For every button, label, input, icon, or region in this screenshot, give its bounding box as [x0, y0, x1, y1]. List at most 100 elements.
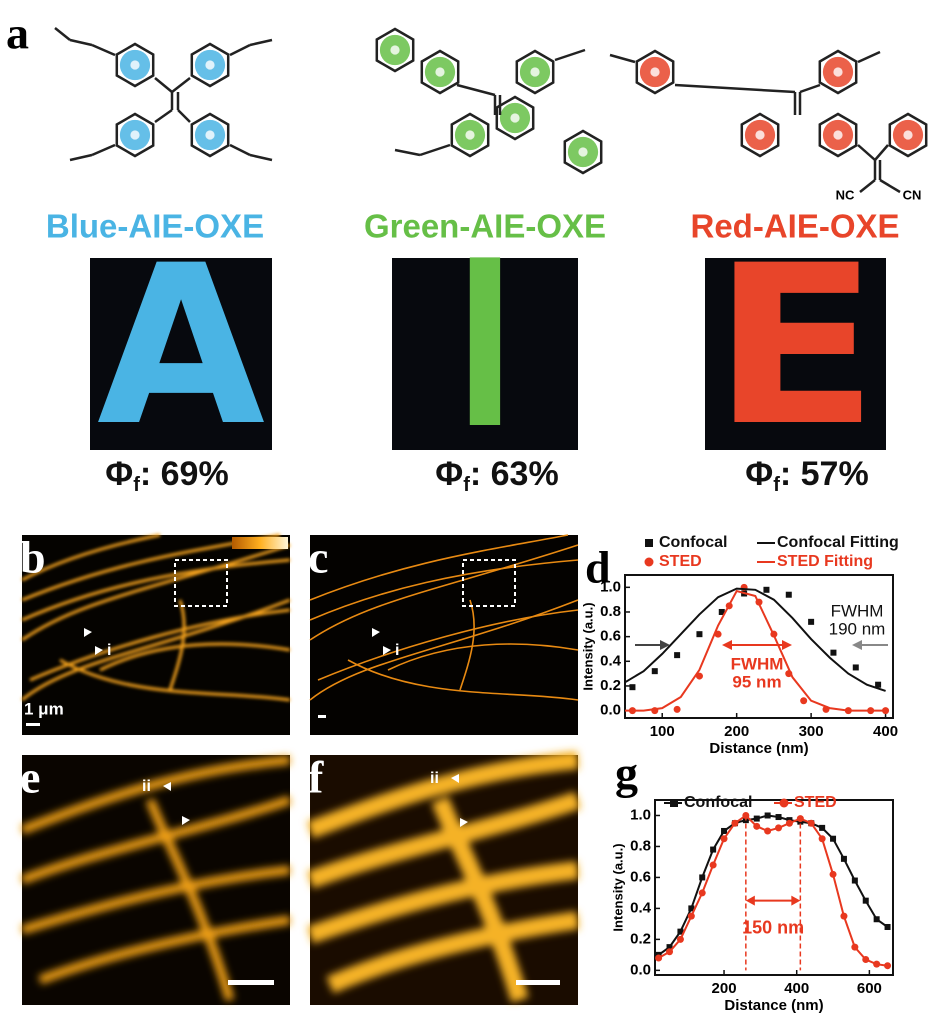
- ring: [740, 112, 780, 158]
- point: [673, 705, 681, 713]
- y-axis-label: Intensity (a.u.): [610, 843, 625, 931]
- image-f: [306, 751, 581, 1005]
- image-c: [309, 534, 579, 735]
- bond: [91, 43, 116, 57]
- yield: : 69%: [140, 455, 229, 493]
- ring-center: [833, 130, 843, 140]
- ring-center: [465, 130, 475, 140]
- photo: [90, 258, 272, 450]
- ring-center: [833, 67, 843, 77]
- photo-letter: A: [97, 218, 265, 474]
- legend-label: STED: [794, 794, 837, 811]
- ring-center: [903, 130, 913, 140]
- point: [666, 944, 673, 951]
- y-tick-label: 1.0: [630, 806, 651, 823]
- photo-letter: I: [455, 213, 515, 480]
- ring: [190, 112, 230, 158]
- arrow-head: [791, 895, 801, 906]
- plot-frame: [624, 574, 894, 719]
- point: [714, 630, 722, 638]
- bond: [674, 83, 796, 94]
- bond: [799, 83, 821, 94]
- bond: [859, 179, 876, 193]
- arrow-head: [782, 640, 792, 650]
- y-tick-label: 0.6: [600, 628, 621, 645]
- subscript: f: [463, 474, 470, 496]
- x-tick-label: 400: [784, 980, 809, 997]
- legend-marker: [779, 798, 789, 808]
- arrow-head: [660, 640, 670, 650]
- marker-label: ii: [430, 770, 439, 787]
- phi: Φ: [435, 455, 463, 493]
- ring: [115, 42, 155, 88]
- ring-center: [578, 147, 588, 157]
- ring: [635, 49, 675, 95]
- panel-label: c: [308, 532, 328, 583]
- phi: Φ: [105, 455, 133, 493]
- x-tick-label: 200: [724, 723, 749, 740]
- ring: [818, 49, 858, 95]
- bond: [69, 153, 93, 162]
- legend-marker: [645, 539, 653, 547]
- marker-label: i: [107, 642, 111, 659]
- point: [862, 897, 869, 904]
- subscript: f: [773, 474, 780, 496]
- legend-label: Confocal Fitting: [777, 534, 899, 551]
- panel-label: a: [6, 8, 29, 59]
- y-tick-label: 0.8: [600, 603, 621, 620]
- annotation: FWHM: [831, 601, 884, 620]
- y-tick-label: 0.0: [630, 961, 651, 978]
- legend-label: Confocal: [684, 794, 752, 811]
- ring: [888, 112, 928, 158]
- point: [699, 874, 706, 881]
- bond: [154, 108, 173, 124]
- bond: [874, 144, 889, 161]
- point: [785, 591, 792, 598]
- ring-center: [130, 130, 140, 140]
- ring-center: [530, 67, 540, 77]
- point: [830, 835, 837, 842]
- panel-label: d: [585, 542, 611, 593]
- legend-marker: [644, 557, 654, 567]
- legend-marker: [670, 799, 678, 807]
- point: [852, 664, 859, 671]
- annotation: 150 nm: [742, 917, 804, 937]
- photo-letter: E: [712, 218, 879, 474]
- compound-name: Blue-AIE-OXE: [46, 208, 264, 245]
- point: [696, 631, 703, 638]
- series-line: [624, 587, 886, 692]
- point: [655, 954, 663, 962]
- ring-center: [650, 67, 660, 77]
- ring: [450, 112, 490, 158]
- point: [629, 684, 636, 691]
- point: [651, 668, 658, 675]
- photo: [392, 258, 578, 450]
- point: [709, 861, 717, 869]
- x-tick-label: 100: [650, 723, 675, 740]
- ring-center: [510, 113, 520, 123]
- ring-center: [205, 60, 215, 70]
- ring-center: [130, 60, 140, 70]
- bond: [54, 27, 71, 41]
- bond: [419, 143, 451, 157]
- point: [840, 912, 848, 920]
- bond: [154, 77, 173, 93]
- point: [819, 824, 826, 831]
- ring-center: [755, 130, 765, 140]
- ring: [818, 112, 858, 158]
- series-line: [658, 814, 888, 967]
- quantum-yield: Φf: 57%: [745, 455, 868, 496]
- point: [807, 819, 815, 827]
- y-tick-label: 0.6: [630, 868, 651, 885]
- image-b: [21, 533, 291, 735]
- panel-label: g: [615, 748, 638, 799]
- bond: [171, 77, 191, 93]
- quantum-yield: Φf: 63%: [435, 455, 558, 496]
- point: [829, 870, 837, 878]
- point: [851, 943, 859, 951]
- y-tick-label: 0.2: [630, 930, 651, 947]
- ring-center: [435, 67, 445, 77]
- panel-label: b: [20, 532, 46, 583]
